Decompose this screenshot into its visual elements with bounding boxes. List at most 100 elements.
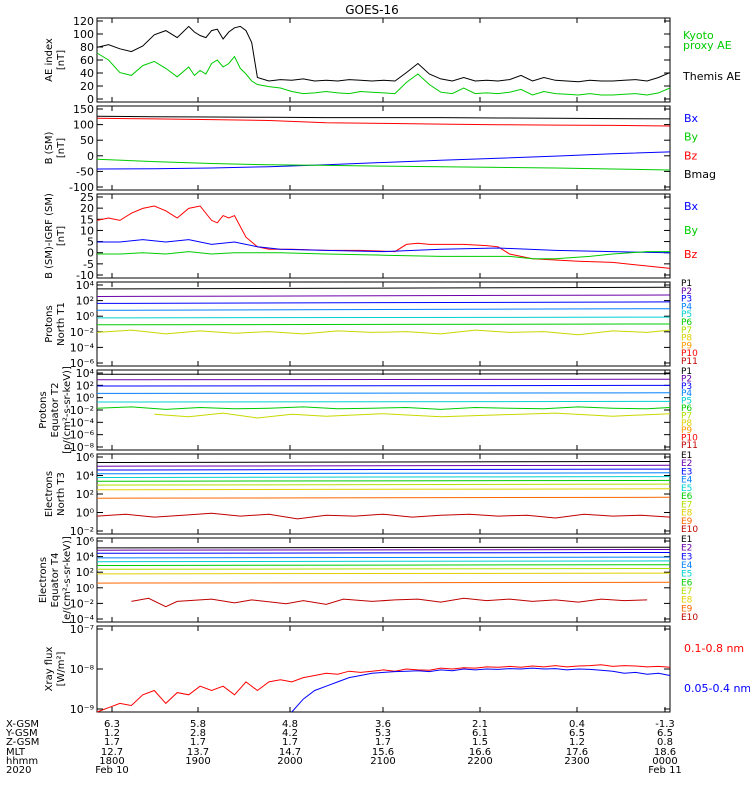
bigrf-ytick-label: 20 bbox=[80, 202, 94, 215]
electrons-t4-ytick-label: 10⁴ bbox=[76, 551, 95, 564]
bigrf-ytick-label: 25 bbox=[80, 191, 94, 204]
bigrf-frame bbox=[96, 193, 671, 279]
ae-ytick-label: 100 bbox=[73, 28, 94, 41]
electrons-t4-series-e5 bbox=[96, 560, 671, 563]
bigrf-series-bx bbox=[97, 239, 671, 254]
electrons-t3-ytick-label: 10⁶ bbox=[76, 451, 95, 464]
footer-cell: 15.6 bbox=[372, 747, 394, 758]
electrons-t4-legend-e4: E4 bbox=[681, 561, 693, 571]
electrons-t4-series-e10 bbox=[131, 597, 648, 608]
protons-t2-series-p7 bbox=[154, 412, 671, 419]
protons-t1-ylabel: North T1 bbox=[56, 302, 67, 346]
footer-cell: Feb 11 bbox=[648, 765, 682, 776]
electrons-t4-series-e3 bbox=[96, 552, 671, 554]
footer-cell: 4.2 bbox=[282, 728, 298, 739]
bigrf-ylabel: B (SM)-IGRF (SM) bbox=[44, 193, 55, 279]
electrons-t3-legend-e7: E7 bbox=[681, 500, 692, 510]
electrons-t3-series-e8 bbox=[96, 488, 671, 491]
electrons-t4-legend-e3: E3 bbox=[681, 552, 692, 562]
electrons-t4-ytick-label: 10⁻² bbox=[70, 597, 94, 610]
protons-t1-series-p2 bbox=[96, 294, 671, 297]
electrons-t3-legend-e1: E1 bbox=[681, 451, 692, 461]
b-series-by bbox=[96, 158, 671, 171]
xray-legend-0-05-0-4-nm: 0.05-0.4 nm bbox=[684, 682, 750, 695]
electrons-t4-series-e8 bbox=[96, 572, 671, 575]
footer-cell: 2300 bbox=[564, 756, 589, 767]
b-ytick-label: 0 bbox=[87, 150, 94, 163]
footer-cell: 14.7 bbox=[279, 747, 301, 758]
footer-cell: 1.7 bbox=[282, 737, 298, 748]
bigrf-legend-bx: Bx bbox=[684, 200, 699, 213]
b-legend-bx: Bx bbox=[684, 112, 699, 125]
electrons-t3-legend-e8: E8 bbox=[681, 509, 693, 519]
electrons-t3-legend-e4: E4 bbox=[681, 476, 693, 486]
protons-t1-legend-p6: P6 bbox=[681, 318, 692, 328]
bigrf-ytick-label: 15 bbox=[80, 213, 94, 226]
protons-t2-ytick-label: 10⁻⁸ bbox=[70, 441, 95, 454]
xray-series-0-1-0-8-nm bbox=[96, 664, 671, 713]
electrons-t3-series-e9 bbox=[96, 496, 671, 499]
electrons-t3-series-e2 bbox=[96, 464, 671, 467]
protons-t2-ytick-label: 10² bbox=[76, 379, 94, 392]
footer-cell: 1900 bbox=[185, 756, 210, 767]
electrons-t3-legend-e6: E6 bbox=[681, 492, 693, 502]
electrons-t4-series-e9 bbox=[96, 581, 671, 584]
protons-t2-ytick-label: 10⁰ bbox=[76, 392, 95, 405]
electrons-t4-ytick-label: 10⁰ bbox=[76, 582, 95, 595]
protons-t2-legend-p7: P7 bbox=[681, 411, 692, 421]
b-legend-bz: Bz bbox=[684, 149, 698, 162]
electrons-t4-legend-e5: E5 bbox=[681, 570, 692, 580]
footer-cell: 0.8 bbox=[657, 737, 673, 748]
xray-ylabel: [W/m²] bbox=[56, 651, 67, 686]
protons-t1-legend-p11: P11 bbox=[681, 357, 698, 367]
ae-legend-themis-ae: Themis AE bbox=[682, 70, 741, 83]
footer-row-label: X-GSM bbox=[6, 719, 39, 730]
xray-series-0-05-0-4-nm bbox=[291, 667, 671, 713]
electrons-t3-series-e1 bbox=[96, 461, 671, 463]
footer-row-label: Y-GSM bbox=[5, 728, 38, 739]
b-ylabel: [nT] bbox=[56, 138, 67, 158]
bigrf-ytick-label: 10 bbox=[80, 224, 94, 237]
footer-cell: 6.3 bbox=[104, 719, 120, 730]
protons-t1-ytick-label: 10⁴ bbox=[76, 279, 95, 292]
footer-cell: 2200 bbox=[467, 756, 492, 767]
protons-t2-legend-p6: P6 bbox=[681, 404, 692, 414]
xray-ylabel: Xray flux bbox=[44, 647, 55, 692]
bigrf-legend-by: By bbox=[684, 224, 699, 237]
xray-ytick-label: 10⁻⁷ bbox=[70, 623, 94, 636]
electrons-t3-legend-e3: E3 bbox=[681, 467, 692, 477]
bigrf-ytick-label: 5 bbox=[87, 236, 94, 249]
electrons-t4-legend-e6: E6 bbox=[681, 578, 693, 588]
electrons-t4-series-e1 bbox=[96, 546, 671, 549]
bigrf-series-bz bbox=[96, 205, 671, 269]
b-legend-bmag: Bmag bbox=[684, 168, 716, 181]
protons-t1-legend-p10: P10 bbox=[681, 349, 698, 359]
protons-t2-series-p2 bbox=[96, 378, 671, 381]
footer-cell: 0000 bbox=[652, 756, 677, 767]
b-legend-by: By bbox=[684, 131, 699, 144]
footer-cell: 5.3 bbox=[375, 728, 391, 739]
electrons-t4-legend-e10: E10 bbox=[681, 613, 698, 623]
protons-t1-ytick-label: 10⁻² bbox=[70, 326, 94, 339]
footer-cell: 2100 bbox=[370, 756, 395, 767]
ae-ylabel: [nT] bbox=[56, 50, 67, 70]
b-ytick-label: 150 bbox=[73, 103, 94, 116]
b-ylabel: B (SM) bbox=[44, 131, 55, 164]
electrons-t4-legend-e7: E7 bbox=[681, 587, 692, 597]
footer-cell: 16.6 bbox=[469, 747, 491, 758]
protons-t2-legend-p2: P2 bbox=[681, 374, 692, 384]
protons-t1-series-p4 bbox=[96, 308, 671, 311]
protons-t1-legend-p7: P7 bbox=[681, 326, 692, 336]
protons-t2-legend-p10: P10 bbox=[681, 434, 698, 444]
electrons-t3-ylabel: North T3 bbox=[56, 472, 67, 516]
electrons-t3-series-e4 bbox=[96, 472, 671, 475]
footer-cell: 1.7 bbox=[375, 737, 391, 748]
electrons-t3-series-e7 bbox=[96, 483, 671, 486]
protons-t1-legend-p3: P3 bbox=[681, 295, 692, 305]
protons-t1-series-p5 bbox=[96, 316, 671, 319]
electrons-t4-ytick-label: 10² bbox=[76, 566, 94, 579]
footer-row-label: Z-GSM bbox=[6, 737, 39, 748]
electrons-t3-legend-e5: E5 bbox=[681, 484, 692, 494]
electrons-t3-ytick-label: 10⁻² bbox=[70, 525, 94, 538]
footer-cell: 12.7 bbox=[101, 747, 123, 758]
